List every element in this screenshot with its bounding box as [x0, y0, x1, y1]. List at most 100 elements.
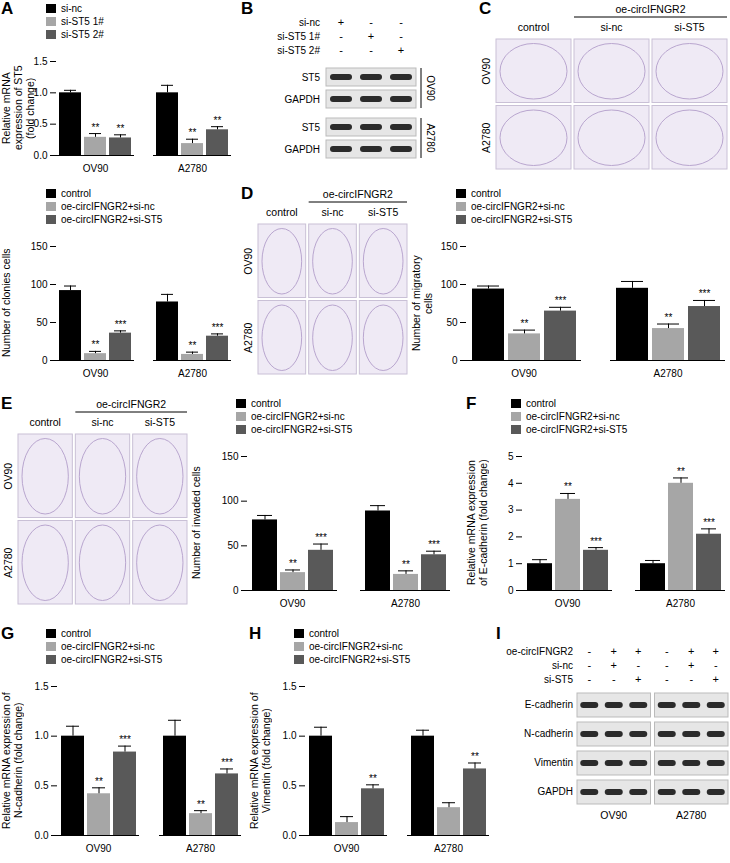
- svg-text:**: **: [95, 776, 103, 787]
- svg-text:-: -: [399, 16, 403, 28]
- svg-text:A2780: A2780: [480, 122, 492, 153]
- svg-text:OV90: OV90: [83, 368, 109, 379]
- svg-text:0.0: 0.0: [283, 830, 297, 841]
- svg-text:3: 3: [508, 504, 514, 515]
- svg-text:A2780: A2780: [391, 598, 420, 609]
- svg-text:GAPDH: GAPDH: [537, 786, 573, 797]
- svg-text:1.0: 1.0: [34, 87, 48, 98]
- svg-text:GAPDH: GAPDH: [284, 94, 320, 105]
- svg-text:OV90: OV90: [83, 163, 109, 174]
- svg-text:OV90: OV90: [2, 463, 14, 490]
- svg-text:oe-circIFNGR2: oe-circIFNGR2: [323, 188, 393, 200]
- svg-text:0: 0: [233, 585, 239, 596]
- svg-text:-: -: [636, 659, 640, 671]
- svg-text:si-nc: si-nc: [552, 660, 573, 671]
- svg-text:0: 0: [452, 355, 458, 366]
- svg-text:oe-circIFNGR2: oe-circIFNGR2: [615, 3, 685, 15]
- svg-text:oe-circIFNGR2: oe-circIFNGR2: [506, 646, 573, 657]
- svg-text:A2780: A2780: [186, 843, 215, 854]
- svg-text:si-nc: si-nc: [321, 206, 343, 218]
- svg-text:OV90: OV90: [86, 843, 112, 854]
- svg-text:A2780: A2780: [425, 124, 436, 153]
- svg-text:50: 50: [36, 317, 48, 328]
- svg-text:+: +: [338, 16, 344, 28]
- svg-text:4: 4: [508, 478, 514, 489]
- svg-text:-: -: [612, 673, 616, 685]
- svg-text:150: 150: [441, 241, 458, 252]
- svg-text:ST5: ST5: [302, 72, 321, 83]
- svg-text:control: control: [518, 21, 550, 33]
- svg-text:+: +: [611, 659, 617, 671]
- svg-text:-: -: [587, 673, 591, 685]
- svg-text:A2780: A2780: [654, 368, 683, 379]
- svg-text:Vimentin: Vimentin: [534, 757, 573, 768]
- svg-text:***: ***: [315, 532, 327, 543]
- svg-text:**: **: [665, 312, 673, 323]
- svg-text:***: ***: [119, 734, 131, 745]
- svg-text:1.5: 1.5: [35, 681, 49, 692]
- svg-text:A2780: A2780: [676, 809, 707, 821]
- svg-text:***: ***: [699, 288, 711, 299]
- svg-text:-: -: [665, 673, 669, 685]
- svg-text:***: ***: [221, 757, 233, 768]
- svg-text:***: ***: [115, 319, 127, 330]
- svg-text:A2780: A2780: [178, 163, 207, 174]
- svg-text:***: ***: [703, 517, 715, 528]
- svg-text:**: **: [369, 773, 377, 784]
- svg-text:A2780: A2780: [2, 547, 14, 578]
- svg-text:si-ST5: si-ST5: [544, 674, 573, 685]
- svg-text:A2780: A2780: [242, 322, 254, 353]
- svg-text:+: +: [713, 673, 719, 685]
- svg-text:+: +: [635, 645, 641, 657]
- svg-text:si-ST5: si-ST5: [674, 21, 704, 33]
- svg-text:-: -: [339, 44, 343, 56]
- svg-text:2: 2: [508, 531, 514, 542]
- svg-text:si-nc: si-nc: [299, 17, 320, 28]
- svg-text:GAPDH: GAPDH: [284, 144, 320, 155]
- svg-text:A2780: A2780: [178, 368, 207, 379]
- svg-text:50: 50: [446, 317, 458, 328]
- svg-text:0.5: 0.5: [35, 780, 49, 791]
- svg-text:-: -: [665, 659, 669, 671]
- svg-text:A2780: A2780: [666, 598, 695, 609]
- svg-text:100: 100: [222, 495, 239, 506]
- svg-text:**: **: [564, 481, 572, 492]
- svg-text:OV90: OV90: [511, 368, 537, 379]
- svg-text:0: 0: [508, 585, 514, 596]
- svg-text:1.5: 1.5: [34, 56, 48, 67]
- svg-text:OV90: OV90: [600, 809, 627, 821]
- svg-text:100: 100: [31, 279, 48, 290]
- svg-text:OV90: OV90: [425, 75, 436, 101]
- svg-text:100: 100: [441, 279, 458, 290]
- svg-text:+: +: [688, 645, 694, 657]
- svg-text:si-ST5 1#: si-ST5 1#: [277, 31, 320, 42]
- svg-text:**: **: [117, 123, 125, 134]
- svg-text:1.5: 1.5: [283, 681, 297, 692]
- svg-text:+: +: [398, 44, 404, 56]
- svg-text:OV90: OV90: [334, 843, 360, 854]
- svg-text:OV90: OV90: [555, 598, 581, 609]
- svg-text:+: +: [611, 645, 617, 657]
- svg-text:-: -: [369, 16, 373, 28]
- svg-text:-: -: [339, 30, 343, 42]
- svg-text:**: **: [92, 339, 100, 350]
- svg-text:-: -: [587, 659, 591, 671]
- svg-text:**: **: [214, 115, 222, 126]
- svg-text:-: -: [369, 44, 373, 56]
- svg-text:-: -: [714, 659, 718, 671]
- svg-text:A2780: A2780: [434, 843, 463, 854]
- svg-text:**: **: [521, 318, 529, 329]
- svg-text:5: 5: [508, 451, 514, 462]
- svg-text:**: **: [189, 127, 197, 138]
- svg-text:**: **: [197, 799, 205, 810]
- svg-text:OV90: OV90: [242, 248, 254, 275]
- svg-text:1.0: 1.0: [35, 730, 49, 741]
- svg-text:**: **: [402, 559, 410, 570]
- svg-text:si-ST5: si-ST5: [145, 416, 175, 428]
- svg-text:E-cadherin: E-cadherin: [525, 699, 573, 710]
- svg-text:**: **: [471, 751, 479, 762]
- svg-text:+: +: [368, 30, 374, 42]
- svg-text:***: ***: [428, 539, 440, 550]
- svg-text:***: ***: [555, 295, 567, 306]
- svg-text:1: 1: [508, 558, 514, 569]
